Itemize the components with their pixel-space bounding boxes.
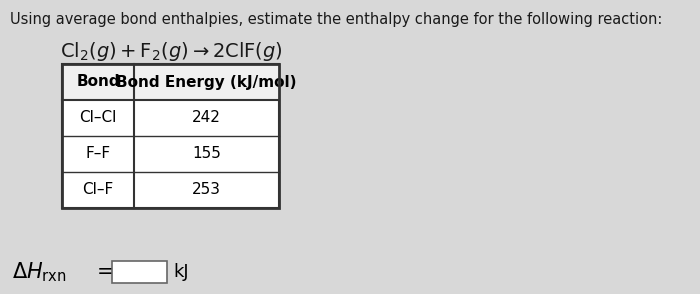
- Text: kJ: kJ: [173, 263, 188, 281]
- Text: =: =: [97, 262, 115, 282]
- Text: Bond: Bond: [76, 74, 120, 89]
- Text: 253: 253: [192, 183, 221, 198]
- Text: $\mathrm{Cl_2}(\mathit{g}) + \mathrm{F_2}(\mathit{g}) \rightarrow \mathrm{2ClF}(: $\mathrm{Cl_2}(\mathit{g}) + \mathrm{F_2…: [60, 40, 283, 63]
- Bar: [62, 64, 279, 100]
- Bar: [112, 261, 167, 283]
- Text: F–F: F–F: [85, 146, 111, 161]
- Text: Cl–Cl: Cl–Cl: [79, 111, 117, 126]
- Text: Cl–F: Cl–F: [83, 183, 113, 198]
- Text: 242: 242: [192, 111, 221, 126]
- Bar: [62, 64, 279, 208]
- Text: Using average bond enthalpies, estimate the enthalpy change for the following re: Using average bond enthalpies, estimate …: [10, 12, 662, 27]
- Bar: [62, 64, 279, 208]
- Text: Bond Energy (kJ/mol): Bond Energy (kJ/mol): [116, 74, 297, 89]
- Text: 155: 155: [192, 146, 221, 161]
- Text: $\Delta H_{\rm rxn}$: $\Delta H_{\rm rxn}$: [12, 260, 66, 284]
